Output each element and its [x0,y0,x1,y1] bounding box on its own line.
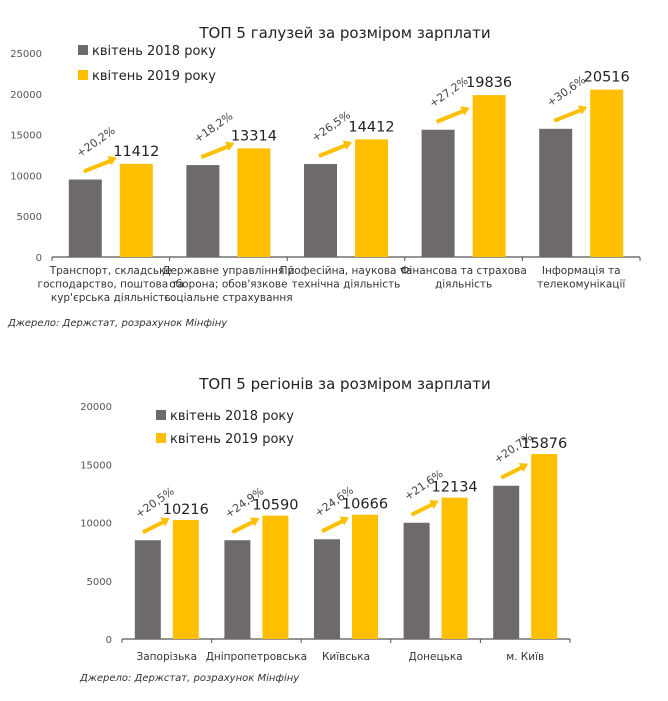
growth-arrowhead-icon [225,141,235,151]
x-category-label: кур'єрська діяльність [51,292,171,304]
bar-2018 [68,179,102,257]
growth-arrowhead-icon [577,105,588,115]
legend-swatch-2018 [156,410,166,420]
growth-label: +26,5% [309,109,353,145]
growth-arrow-icon [410,500,437,517]
bar-2019 [355,139,388,257]
growth-arrowhead-icon [342,140,352,150]
bar-2018 [421,129,455,257]
bar-2019 [237,148,271,257]
bar-2018 [224,540,251,639]
legend-swatch-2018 [78,45,88,55]
growth-arrow-icon [83,157,115,174]
source-note: Джерело: Держстат, розрахунок Мінфіну [7,317,228,329]
bar-2019 [172,519,199,639]
growth-label: +27,2% [427,74,471,110]
y-tick-label: 25000 [10,49,42,60]
bar-2019 [472,95,506,257]
bar-2018 [493,485,520,639]
x-category-label: Державне управління й [162,265,294,277]
bar-2019 [352,514,378,639]
data-label: 10216 [163,502,209,518]
data-label: 13314 [231,128,277,144]
growth-arrow-icon [231,518,258,535]
bar-2018 [304,164,337,257]
x-category-label: соціальне страхування [164,292,292,304]
x-category-label: Запорізька [137,651,198,663]
x-category-label: Інформація та [542,265,621,277]
bar-2019 [531,454,558,639]
growth-label: +30,6% [544,73,588,109]
data-label: 10666 [342,497,388,513]
growth-arrowhead-icon [107,156,117,166]
x-category-label: Фінансова та страхова [400,265,526,277]
data-label: 15876 [521,436,567,452]
y-tick-label: 0 [106,635,112,646]
bar-2019 [441,497,468,639]
x-category-label: м. Київ [506,651,544,663]
x-category-label: технічна діяльність [292,279,401,291]
chart-title: ТОП 5 регіонів за розміром зарплати [198,375,491,393]
y-tick-label: 5000 [87,577,112,588]
legend-label-2019: квітень 2019 року [92,69,216,84]
growth-arrow-icon [318,142,350,158]
data-label: 10590 [252,498,298,514]
legend-label-2019: квітень 2019 року [170,432,294,447]
growth-arrow-icon [141,518,168,535]
chart-1: ТОП 5 галузей за розміром зарплати 0 5000 1… [7,24,641,329]
growth-arrowhead-icon [160,517,170,527]
growth-arrowhead-icon [249,517,260,527]
y-tick-label: 15000 [10,131,42,142]
data-label: 20516 [584,70,630,86]
legend-label-2018: квітень 2018 року [170,409,294,424]
data-label: 14412 [348,119,394,135]
x-category-label: Професійна, наукова та [280,265,413,277]
x-category-label: діяльність [435,279,492,291]
growth-arrowhead-icon [429,499,439,509]
growth-arrow-icon [553,106,585,123]
bar-2019 [262,515,289,639]
growth-label: +20,2% [74,124,118,160]
y-tick-label: 5000 [17,212,42,223]
y-tick-label: 10000 [80,519,112,530]
legend-swatch-2019 [156,433,166,443]
x-category-label: Донецька [409,651,463,663]
y-tick-label: 0 [36,253,42,264]
growth-arrow-icon [500,463,527,480]
data-label: 12134 [432,480,478,496]
growth-arrow-icon [435,107,468,124]
y-tick-label: 20000 [10,90,42,101]
data-label: 11412 [113,144,159,160]
chart-2: ТОП 5 регіонів за розміром зарплати 0 5000… [79,375,571,684]
legend-swatch-2019 [78,70,88,80]
data-label: 19836 [466,75,512,91]
chart-title: ТОП 5 галузей за розміром зарплати [198,24,490,42]
growth-arrow-icon [200,143,233,159]
bar-2019 [119,163,153,257]
x-category-label: господарство, поштова та [38,279,185,291]
bar-2018 [403,522,430,639]
y-tick-label: 20000 [80,402,112,413]
bar-2019 [590,89,624,257]
bar-2018 [134,540,161,639]
growth-arrow-icon [321,517,347,534]
bar-2018 [314,539,340,639]
y-tick-label: 10000 [10,171,42,182]
growth-arrowhead-icon [460,106,470,116]
x-category-label: Київська [322,651,370,663]
legend-label-2018: квітень 2018 року [92,44,216,59]
y-tick-label: 15000 [80,460,112,471]
bar-2018 [186,165,220,257]
x-category-label: Дніпропетровська [206,651,307,663]
growth-arrowhead-icon [518,463,529,472]
bar-2018 [539,128,573,257]
source-note: Джерело: Держстат, розрахунок Мінфіну [79,672,300,684]
x-category-label: оборона; обов'язкове [169,279,287,291]
growth-label: +18,2% [192,110,236,146]
x-category-label: телекомунікації [537,279,625,291]
growth-arrowhead-icon [339,516,349,526]
x-category-label: Транспорт, складське [49,265,172,277]
